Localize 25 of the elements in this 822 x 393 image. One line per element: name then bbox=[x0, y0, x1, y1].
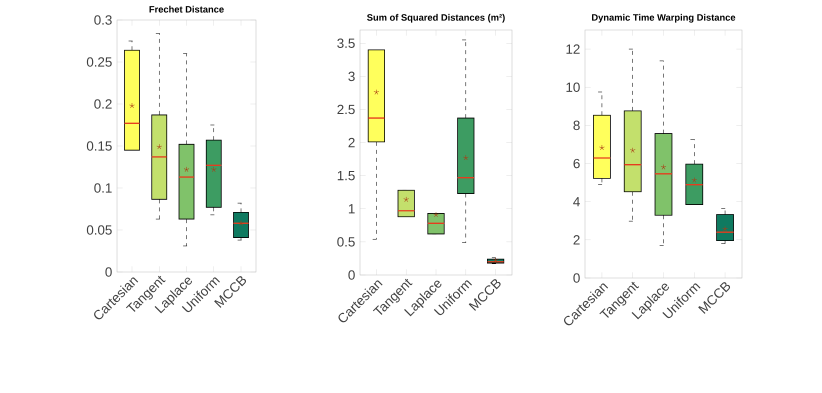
y-tick-label: 0.15 bbox=[86, 141, 112, 151]
chart-title: Sum of Squared Distances (m²) bbox=[367, 14, 505, 23]
y-tick-label: 0.5 bbox=[337, 237, 355, 247]
y-tick-label: 3 bbox=[348, 72, 355, 82]
y-tick-label: 1.5 bbox=[338, 171, 355, 180]
chart-title: Dynamic Time Warping Distance bbox=[592, 14, 736, 23]
y-tick-label: 0 bbox=[348, 270, 355, 280]
y-tick-label: 8 bbox=[573, 120, 580, 130]
y-tick-label: 2 bbox=[574, 235, 580, 244]
y-tick-label: 10 bbox=[566, 82, 580, 92]
y-tick-label: 3.5 bbox=[337, 38, 355, 48]
y-tick-label: 2 bbox=[348, 138, 355, 148]
y-tick-label: 0 bbox=[105, 267, 112, 277]
y-tick-label: 0.3 bbox=[94, 15, 112, 25]
y-tick-label: 1 bbox=[348, 204, 355, 214]
y-tick-label: 12 bbox=[566, 44, 580, 54]
y-tick-label: 4 bbox=[573, 197, 580, 206]
y-tick-label: 0.2 bbox=[94, 99, 112, 109]
y-tick-label: 2.5 bbox=[337, 104, 355, 114]
y-tick-label: 6 bbox=[574, 158, 580, 168]
y-tick-label: 0 bbox=[573, 273, 580, 283]
y-tick-label: 0.1 bbox=[94, 183, 112, 193]
chart-title: Frechet Distance bbox=[150, 6, 224, 13]
y-tick-label: 0.05 bbox=[86, 225, 112, 235]
y-tick-label: 0.25 bbox=[86, 57, 112, 67]
